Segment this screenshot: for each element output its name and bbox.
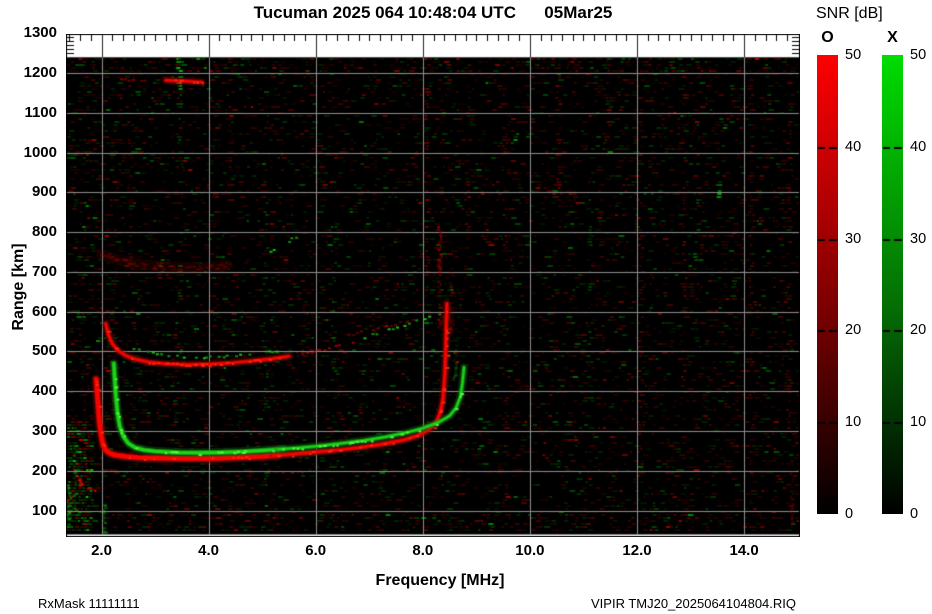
ionogram-plot <box>66 34 800 537</box>
colorbar-tick-label: 30 <box>910 230 927 247</box>
rxmask-text: RxMask 11111111 <box>38 596 140 611</box>
x-tick-label: 6.0 <box>305 542 327 559</box>
y-axis-title: Range [km] <box>10 243 27 331</box>
colorbar-tick-label: 0 <box>845 506 854 522</box>
y-tick-label: 100 <box>31 501 57 519</box>
y-tick-label: 200 <box>31 461 57 479</box>
y-tick-label: 800 <box>31 223 57 241</box>
y-tick-label: 700 <box>31 262 57 280</box>
colorbar-tick-label: 40 <box>910 138 927 155</box>
colorbar-tick-label: 10 <box>845 414 862 431</box>
colorbar-tick-label: 20 <box>845 322 862 339</box>
colorbar-tick-label: 10 <box>910 414 927 431</box>
x-tick-label: 14.0 <box>729 542 759 559</box>
x-tick-label: 4.0 <box>198 542 220 559</box>
y-tick-label: 1300 <box>23 24 57 42</box>
y-tick-label: 300 <box>31 421 57 439</box>
colorbar-tick-label: 30 <box>845 230 862 247</box>
colorbar-tick-label: 0 <box>910 506 919 522</box>
data-filename-text: VIPIR TMJ20_2025064104804.RIQ <box>591 596 797 611</box>
x-mode-label: X <box>887 29 898 46</box>
x-axis-title: Frequency [MHz] <box>375 572 505 589</box>
y-tick-label: 600 <box>31 302 57 320</box>
colorbar-tick-label: 20 <box>910 322 927 339</box>
o-mode-label: O <box>821 29 834 46</box>
y-tick-label: 1200 <box>23 64 57 82</box>
plot-title: Tucuman 2025 064 10:48:04 UTC 05Mar25 <box>253 3 613 22</box>
colorbar-tick-label: 50 <box>910 47 927 63</box>
y-tick-label: 500 <box>31 342 57 360</box>
y-tick-label: 1100 <box>24 103 57 121</box>
x-tick-label: 10.0 <box>515 542 545 559</box>
x-tick-label: 2.0 <box>91 542 112 559</box>
colorbar-title: SNR [dB] <box>816 5 883 22</box>
x-tick-label: 8.0 <box>412 542 434 559</box>
x-mode-colorbar <box>882 55 903 514</box>
o-mode-colorbar <box>817 55 838 514</box>
colorbar-tick-label: 50 <box>845 47 862 63</box>
colorbar-tick-label: 40 <box>845 138 862 155</box>
y-tick-label: 400 <box>31 382 57 400</box>
x-tick-label: 12.0 <box>622 542 652 559</box>
y-tick-label: 1000 <box>23 143 57 161</box>
y-tick-label: 900 <box>31 183 57 201</box>
